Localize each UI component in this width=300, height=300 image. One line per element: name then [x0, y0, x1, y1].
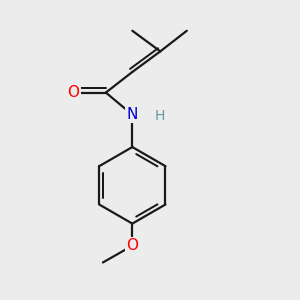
Text: O: O [126, 238, 138, 253]
Text: N: N [127, 107, 138, 122]
Text: O: O [68, 85, 80, 100]
Text: H: H [155, 109, 166, 123]
